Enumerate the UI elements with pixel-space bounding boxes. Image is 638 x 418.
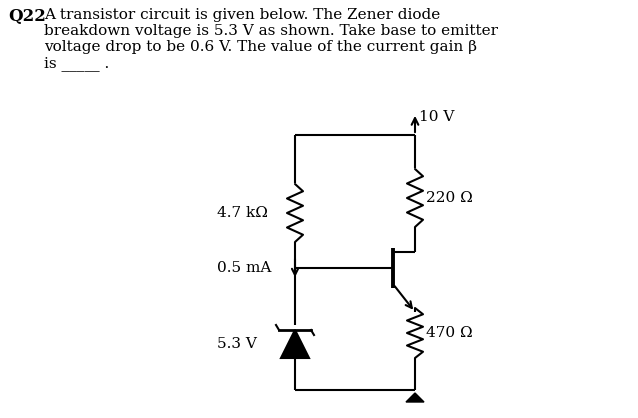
Text: Q22: Q22: [8, 8, 46, 25]
Text: 10 V: 10 V: [419, 110, 454, 124]
Text: 0.5 mA: 0.5 mA: [217, 261, 271, 275]
Polygon shape: [406, 393, 424, 402]
Text: 470 Ω: 470 Ω: [426, 326, 473, 340]
Text: A transistor circuit is given below. The Zener diode
breakdown voltage is 5.3 V : A transistor circuit is given below. The…: [44, 8, 498, 71]
Polygon shape: [281, 330, 309, 358]
Text: 220 Ω: 220 Ω: [426, 191, 473, 205]
Text: 4.7 kΩ: 4.7 kΩ: [217, 206, 268, 220]
Text: 5.3 V: 5.3 V: [217, 337, 257, 351]
